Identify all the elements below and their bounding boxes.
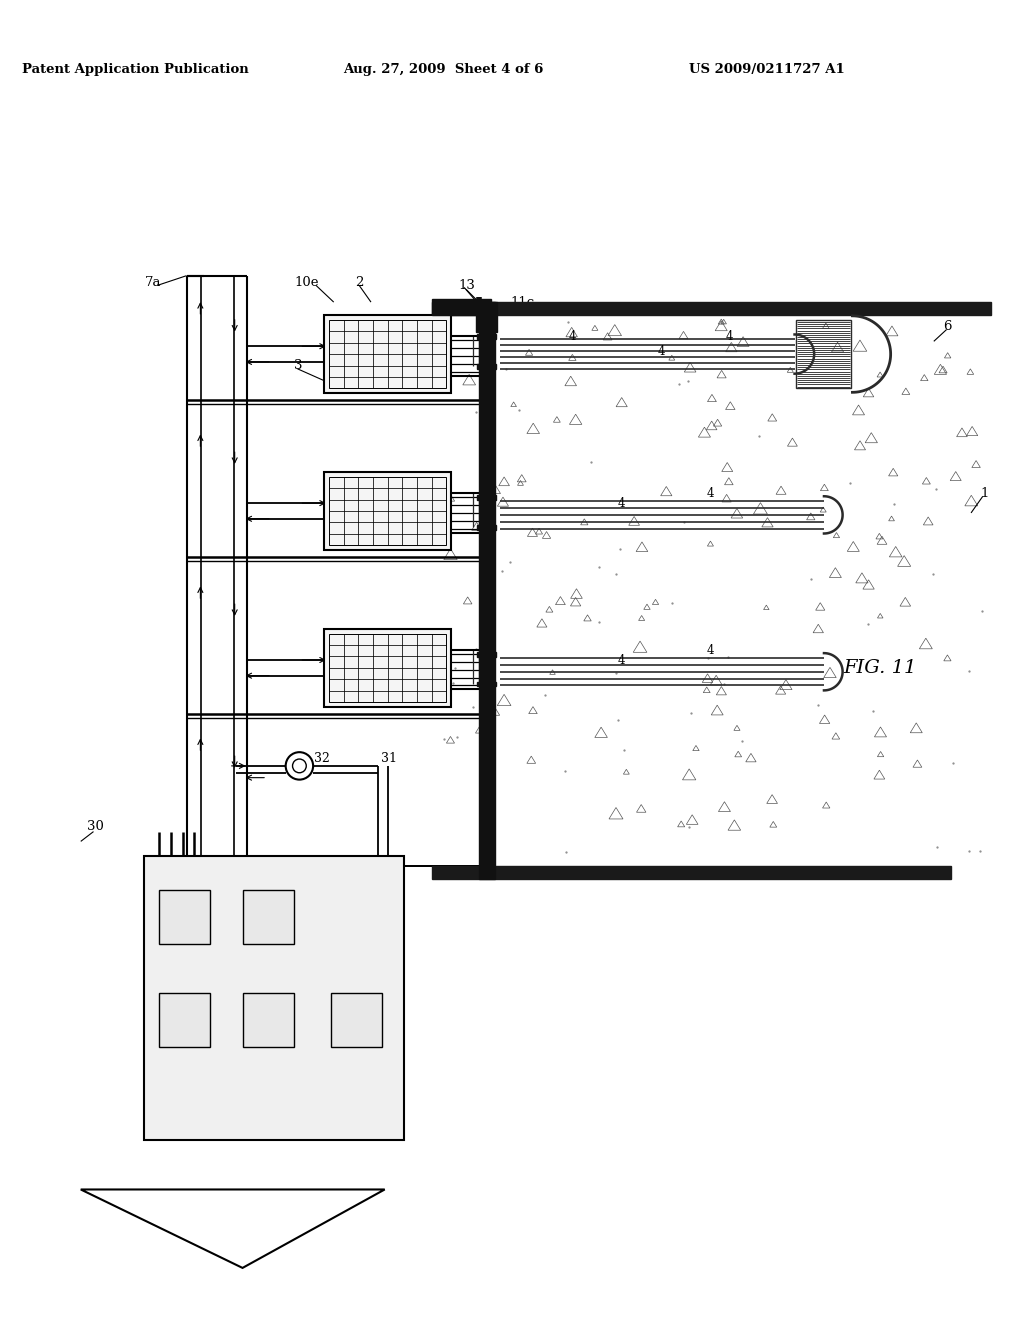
Text: 6: 6 — [943, 321, 952, 333]
Bar — [477, 364, 497, 368]
Text: 10e: 10e — [295, 276, 319, 289]
Bar — [329, 477, 446, 545]
Bar — [243, 994, 294, 1047]
Bar — [329, 319, 446, 388]
Text: 4: 4 — [657, 345, 665, 358]
Text: 32: 32 — [314, 751, 330, 764]
Text: 11c: 11c — [510, 296, 535, 309]
Bar — [331, 994, 382, 1047]
Text: 4: 4 — [707, 487, 714, 500]
Text: Aug. 27, 2009  Sheet 4 of 6: Aug. 27, 2009 Sheet 4 of 6 — [343, 63, 544, 77]
Bar — [329, 634, 446, 702]
Bar — [477, 524, 497, 529]
Bar — [796, 319, 851, 388]
Bar — [159, 891, 210, 944]
Bar — [243, 891, 294, 944]
Text: 2: 2 — [355, 276, 364, 289]
Text: 13: 13 — [459, 279, 475, 292]
Bar — [432, 866, 951, 879]
Bar — [324, 628, 452, 708]
Text: 3: 3 — [295, 359, 303, 372]
Bar — [432, 300, 490, 315]
Bar — [477, 681, 497, 686]
Text: US 2009/0211727 A1: US 2009/0211727 A1 — [689, 63, 845, 77]
Text: 1: 1 — [981, 487, 989, 500]
Text: 4: 4 — [618, 496, 626, 510]
Text: FIG. 11: FIG. 11 — [844, 659, 916, 677]
Bar — [476, 302, 498, 331]
Text: 4: 4 — [707, 644, 714, 656]
Bar — [477, 495, 497, 500]
Bar — [477, 652, 497, 657]
Text: 31: 31 — [381, 751, 396, 764]
Bar — [432, 302, 990, 315]
Bar — [324, 471, 452, 550]
Bar — [324, 315, 452, 393]
Text: 7a: 7a — [144, 276, 161, 289]
Text: 4: 4 — [618, 653, 626, 667]
Circle shape — [286, 752, 313, 780]
Text: 4: 4 — [726, 330, 733, 343]
Bar — [159, 994, 210, 1047]
Bar — [479, 302, 495, 879]
Bar — [477, 334, 497, 339]
Text: 4: 4 — [569, 330, 577, 343]
Bar — [144, 857, 404, 1140]
Text: Patent Application Publication: Patent Application Publication — [23, 63, 249, 77]
Text: 30: 30 — [87, 820, 103, 833]
